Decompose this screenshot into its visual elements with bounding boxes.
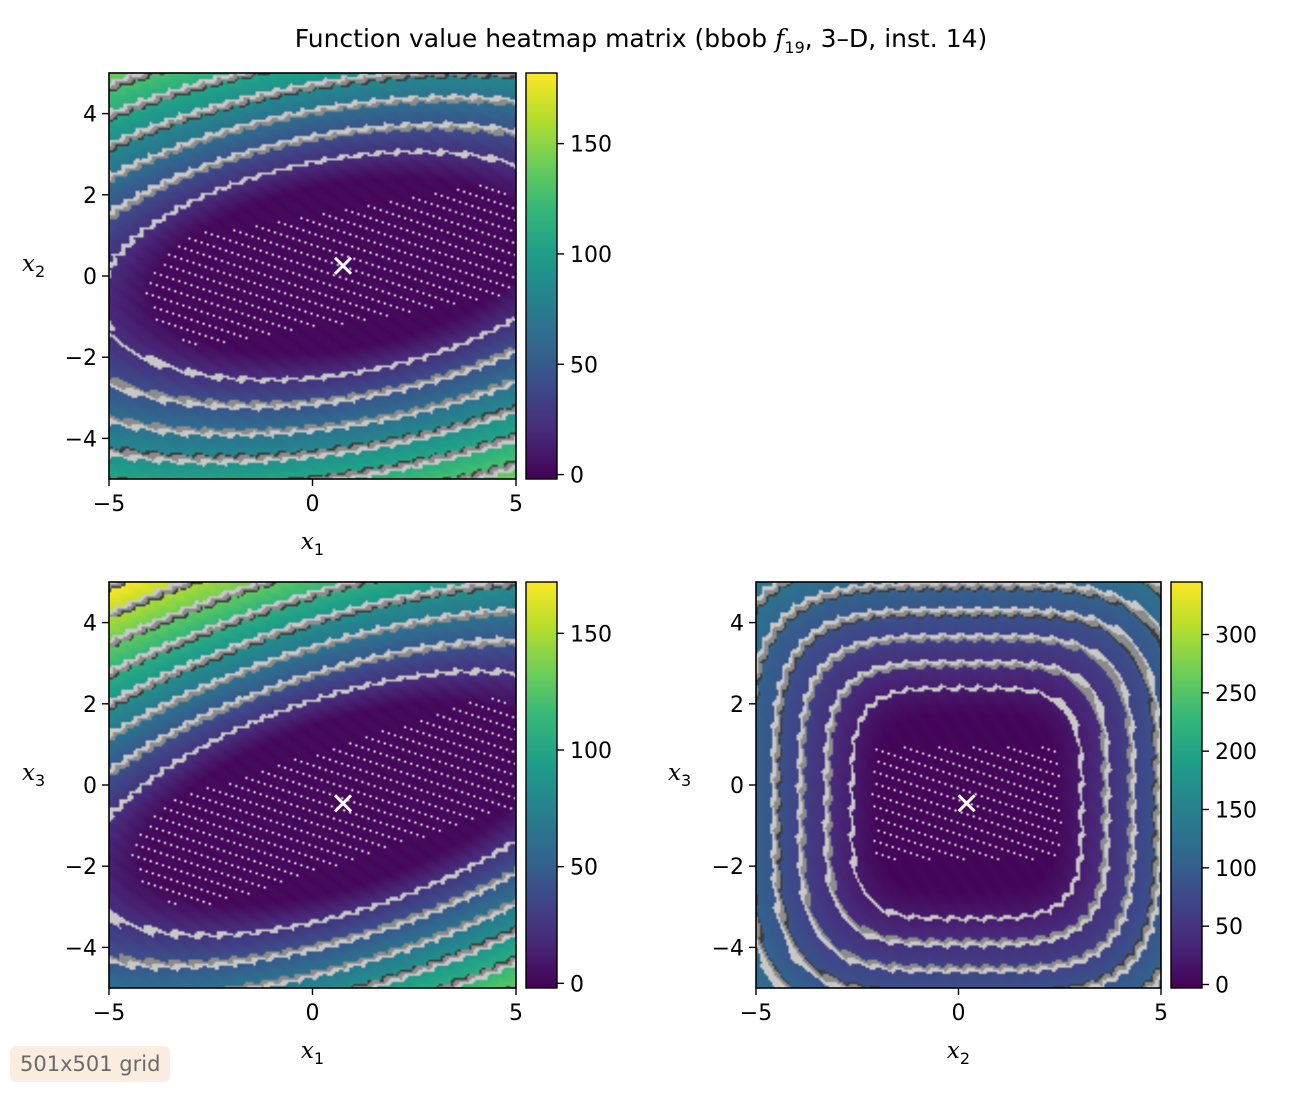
colorbar-tick-label: 50 — [1215, 915, 1243, 940]
colorbar-tick-label: 300 — [1215, 624, 1257, 649]
y-tick-label: 0 — [83, 774, 97, 799]
y-tick-label: −2 — [712, 855, 744, 880]
y-tick-label: 2 — [83, 693, 97, 718]
x-tick-label: −5 — [93, 492, 125, 517]
heatmap-image — [109, 73, 516, 479]
colorbar-tick-label: 250 — [1215, 682, 1257, 707]
y-tick-label: −4 — [65, 427, 97, 452]
colorbar-tick-label: 0 — [1215, 974, 1229, 999]
y-tick-label: −2 — [65, 855, 97, 880]
y-axis-label: x3 — [668, 760, 691, 790]
colorbar-tick-label: 100 — [570, 243, 612, 268]
colorbar-tick-label: 100 — [1215, 857, 1257, 882]
figure-title: Function value heatmap matrix (bbob f19,… — [295, 24, 988, 57]
optimum-marker — [333, 256, 353, 275]
panel-x1-x3: −5 0 5 −4 −2 0 2 4 x1 x3 0 50 100 150 — [22, 581, 612, 1068]
x-axis-label: x2 — [947, 1038, 970, 1068]
colorbar-tick-label: 200 — [1215, 740, 1257, 765]
colorbar-tick-label: 150 — [1215, 799, 1257, 824]
y-tick-label: 0 — [83, 265, 97, 290]
y-tick-label: 4 — [83, 103, 97, 128]
colorbar-tick-label: 50 — [570, 353, 598, 378]
colorbar — [525, 581, 558, 989]
y-tick-label: 4 — [730, 612, 744, 637]
x-axis-label: x1 — [301, 1038, 324, 1068]
x-tick-label: 0 — [952, 1001, 966, 1026]
colorbar — [525, 72, 558, 480]
heatmap-image — [756, 582, 1161, 988]
y-axis-label: x2 — [22, 251, 45, 281]
y-tick-label: 2 — [83, 184, 97, 209]
x-tick-label: −5 — [93, 1001, 125, 1026]
y-tick-label: −4 — [65, 936, 97, 961]
colorbar-tick-label: 0 — [570, 464, 584, 489]
colorbar — [1170, 581, 1203, 989]
x-tick-label: 0 — [306, 492, 320, 517]
y-tick-label: 4 — [83, 612, 97, 637]
grid-size-badge: 501x501 grid — [10, 1046, 171, 1082]
y-tick-label: 2 — [730, 693, 744, 718]
colorbar-tick-label: 150 — [570, 622, 612, 647]
y-tick-label: −4 — [712, 936, 744, 961]
x-axis-label: x1 — [301, 529, 324, 559]
x-tick-label: 0 — [306, 1001, 320, 1026]
x-tick-label: 5 — [509, 1001, 523, 1026]
optimum-marker — [333, 794, 353, 813]
colorbar-tick-label: 0 — [570, 972, 584, 997]
panel-x1-x2: −5 0 5 −4 −2 0 2 4 x1 x2 0 50 100 150 — [22, 72, 612, 559]
colorbar-tick-label: 150 — [570, 133, 612, 158]
heatmap-image — [109, 582, 516, 988]
y-tick-label: −2 — [65, 346, 97, 371]
x-tick-label: −5 — [740, 1001, 772, 1026]
optimum-marker — [957, 794, 976, 813]
colorbar-tick-label: 100 — [570, 739, 612, 764]
y-tick-label: 0 — [730, 774, 744, 799]
panel-x2-x3: −5 0 5 −4 −2 0 2 4 x2 x3 0 50 100 150 200 250 300 — [668, 581, 1257, 1068]
y-axis-label: x3 — [22, 760, 45, 790]
x-tick-label: 5 — [1154, 1001, 1168, 1026]
x-tick-label: 5 — [509, 492, 523, 517]
colorbar-tick-label: 50 — [570, 856, 598, 881]
